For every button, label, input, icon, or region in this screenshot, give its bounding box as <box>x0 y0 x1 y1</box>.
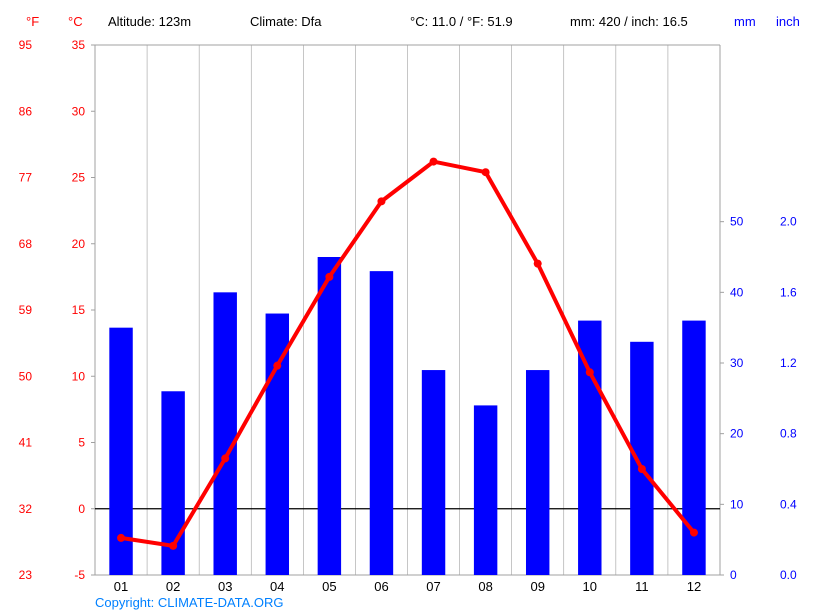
month-label: 09 <box>530 579 544 594</box>
fahrenheit-tick: 41 <box>19 436 33 450</box>
precip-bar <box>422 370 445 575</box>
fahrenheit-tick: 23 <box>19 568 33 582</box>
inch-tick: 0.4 <box>780 497 797 511</box>
celsius-tick: 20 <box>72 237 86 251</box>
inch-unit: inch <box>776 14 800 29</box>
fahrenheit-unit: °F <box>26 14 39 29</box>
celsius-tick: 25 <box>72 171 86 185</box>
precip-bar <box>370 271 393 575</box>
fahrenheit-tick: 68 <box>19 237 33 251</box>
month-label: 04 <box>270 579 284 594</box>
temp-marker <box>221 454 229 462</box>
altitude-label: Altitude: 123m <box>108 14 191 29</box>
celsius-tick: 30 <box>72 104 86 118</box>
celsius-tick: 10 <box>72 369 86 383</box>
temp-marker <box>117 534 125 542</box>
celsius-tick: -5 <box>74 568 85 582</box>
temp-marker <box>690 529 698 537</box>
month-label: 10 <box>583 579 597 594</box>
inch-tick: 1.6 <box>780 285 797 299</box>
fahrenheit-tick: 95 <box>19 38 33 52</box>
temp-marker <box>638 465 646 473</box>
temp-summary: °C: 11.0 / °F: 51.9 <box>410 14 513 29</box>
temp-marker <box>169 542 177 550</box>
mm-unit: mm <box>734 14 756 29</box>
temp-marker <box>534 260 542 268</box>
temp-marker <box>430 158 438 166</box>
precip-bar <box>213 292 236 575</box>
inch-tick: 1.2 <box>780 356 797 370</box>
temp-marker <box>377 197 385 205</box>
temp-marker <box>586 368 594 376</box>
month-label: 08 <box>478 579 492 594</box>
temp-marker <box>273 362 281 370</box>
copyright-label: Copyright: CLIMATE-DATA.ORG <box>95 595 284 610</box>
celsius-tick: 0 <box>78 502 85 516</box>
fahrenheit-tick: 77 <box>19 171 33 185</box>
chart-svg: -5 23 0 32 5 41 10 50 15 59 20 68 25 77 30 86 35 95 0 0.0 10… <box>0 0 815 611</box>
mm-tick: 40 <box>730 285 744 299</box>
temp-marker <box>482 168 490 176</box>
precip-bar <box>526 370 549 575</box>
mm-tick: 10 <box>730 497 744 511</box>
precip-bar <box>318 257 341 575</box>
celsius-unit: °C <box>68 14 83 29</box>
month-label: 03 <box>218 579 232 594</box>
celsius-tick: 5 <box>78 436 85 450</box>
mm-tick: 0 <box>730 568 737 582</box>
inch-tick: 0.8 <box>780 427 797 441</box>
climate-chart: -5 23 0 32 5 41 10 50 15 59 20 68 25 77 30 86 35 95 0 0.0 10… <box>0 0 815 611</box>
inch-tick: 2.0 <box>780 215 797 229</box>
month-label: 01 <box>114 579 128 594</box>
mm-tick: 20 <box>730 427 744 441</box>
fahrenheit-tick: 59 <box>19 303 33 317</box>
mm-tick: 50 <box>730 215 744 229</box>
precip-bar <box>474 405 497 575</box>
celsius-tick: 15 <box>72 303 86 317</box>
inch-tick: 0.0 <box>780 568 797 582</box>
celsius-tick: 35 <box>72 38 86 52</box>
month-label: 06 <box>374 579 388 594</box>
precip-summary: mm: 420 / inch: 16.5 <box>570 14 688 29</box>
fahrenheit-tick: 86 <box>19 104 33 118</box>
fahrenheit-tick: 32 <box>19 502 33 516</box>
precip-bar <box>682 321 705 575</box>
temp-marker <box>325 273 333 281</box>
precip-bar <box>630 342 653 575</box>
month-label: 12 <box>687 579 701 594</box>
month-label: 05 <box>322 579 336 594</box>
month-label: 02 <box>166 579 180 594</box>
mm-tick: 30 <box>730 356 744 370</box>
climate-label: Climate: Dfa <box>250 14 322 29</box>
fahrenheit-tick: 50 <box>19 369 33 383</box>
month-label: 11 <box>635 579 649 594</box>
month-label: 07 <box>426 579 440 594</box>
